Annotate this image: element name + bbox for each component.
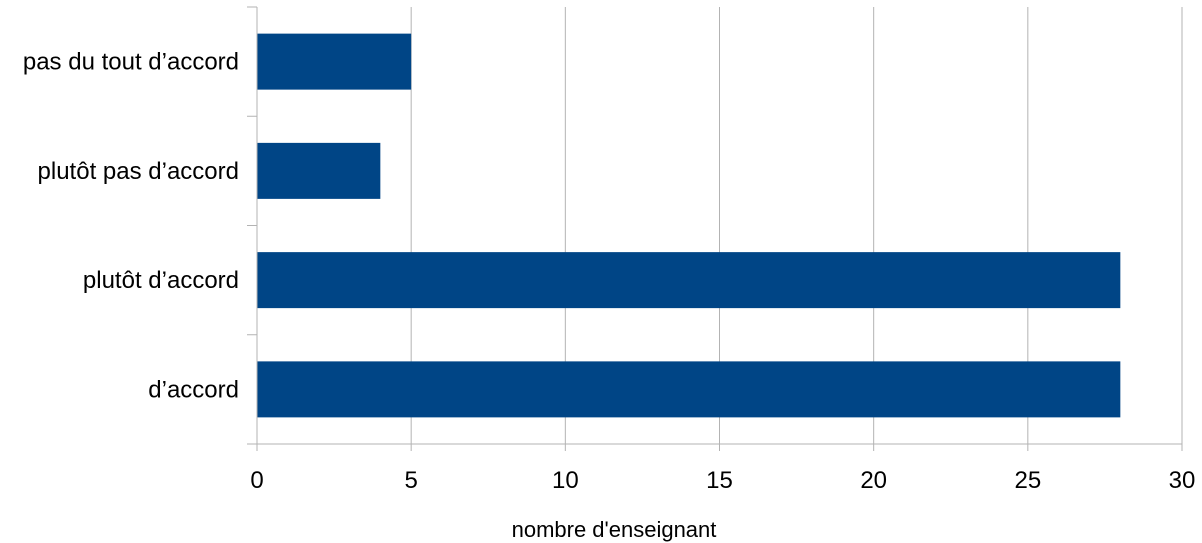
x-tick-labels: 0 5 10 15 20 25 30 — [250, 467, 1195, 494]
bar — [257, 142, 381, 199]
bar — [257, 33, 412, 90]
bar — [257, 252, 1121, 309]
category-label: plutôt pas d’accord — [38, 158, 239, 185]
category-label: d’accord — [148, 376, 239, 403]
category-labels: pas du tout d’accord plutôt pas d’accord p… — [23, 49, 239, 404]
x-tick-label: 25 — [1014, 467, 1041, 494]
bar — [257, 361, 1121, 418]
bars — [257, 33, 1121, 418]
x-tick-label: 20 — [860, 467, 887, 494]
x-tick-label: 30 — [1169, 467, 1196, 494]
x-tick-label: 15 — [706, 467, 733, 494]
x-axis-title: nombre d'enseignant — [512, 517, 717, 542]
x-tick-label: 0 — [250, 467, 263, 494]
axes — [247, 6, 1183, 451]
category-label: pas du tout d’accord — [23, 49, 239, 76]
x-tick-label: 10 — [552, 467, 579, 494]
category-label: plutôt d’accord — [83, 267, 239, 294]
x-tick-label: 5 — [404, 467, 417, 494]
